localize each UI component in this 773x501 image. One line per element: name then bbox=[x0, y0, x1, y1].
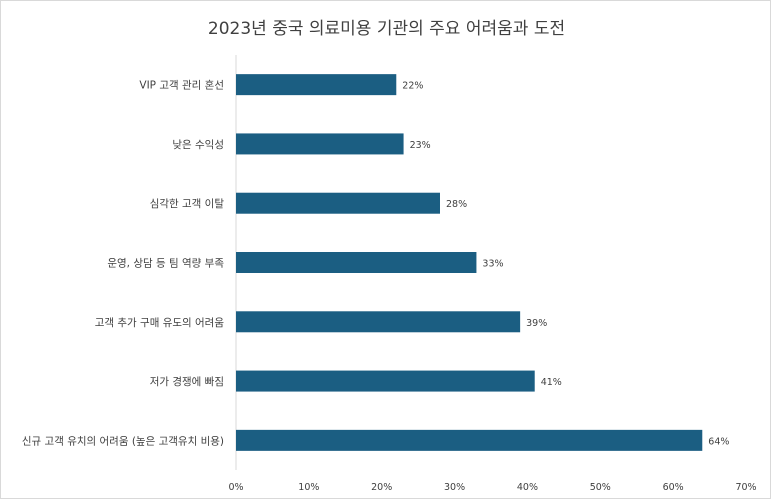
x-tick-label: 50% bbox=[590, 482, 611, 493]
data-label: 33% bbox=[482, 259, 503, 270]
bar bbox=[236, 252, 477, 273]
bar bbox=[236, 133, 404, 155]
category-label: 심각한 고객 이탈 bbox=[150, 197, 225, 210]
category-label: 운영, 상담 등 팀 역량 부족 bbox=[107, 258, 224, 270]
bar bbox=[236, 311, 521, 333]
data-label: 39% bbox=[526, 318, 547, 329]
x-tick-label: 20% bbox=[371, 482, 392, 493]
x-tick-label: 0% bbox=[228, 482, 243, 493]
bar bbox=[236, 429, 703, 451]
data-label: 23% bbox=[410, 140, 431, 151]
x-tick-label: 30% bbox=[444, 482, 465, 493]
data-label: 64% bbox=[708, 436, 729, 447]
category-label: 신규 고객 유치의 어려움 (높은 고객유치 비용) bbox=[22, 435, 224, 447]
x-tick-label: 40% bbox=[517, 482, 538, 493]
data-label: 22% bbox=[402, 81, 423, 92]
data-label: 41% bbox=[541, 377, 562, 388]
bar bbox=[236, 74, 397, 96]
x-tick-label: 10% bbox=[298, 482, 319, 493]
bar bbox=[236, 370, 535, 392]
category-label: VIP 고객 관리 혼선 bbox=[139, 79, 224, 92]
category-label: 낮은 수익성 bbox=[172, 139, 224, 151]
category-label: 저가 경쟁에 빠짐 bbox=[150, 375, 224, 388]
bar bbox=[236, 192, 440, 214]
data-label: 28% bbox=[446, 199, 467, 210]
x-tick-label: 60% bbox=[663, 482, 684, 493]
chart-title: 2023년 중국 의료미용 기관의 주요 어려움과 도전 bbox=[207, 19, 566, 39]
category-label: 고객 추가 구매 유도의 어려움 bbox=[95, 317, 225, 329]
x-tick-label: 70% bbox=[735, 482, 756, 493]
